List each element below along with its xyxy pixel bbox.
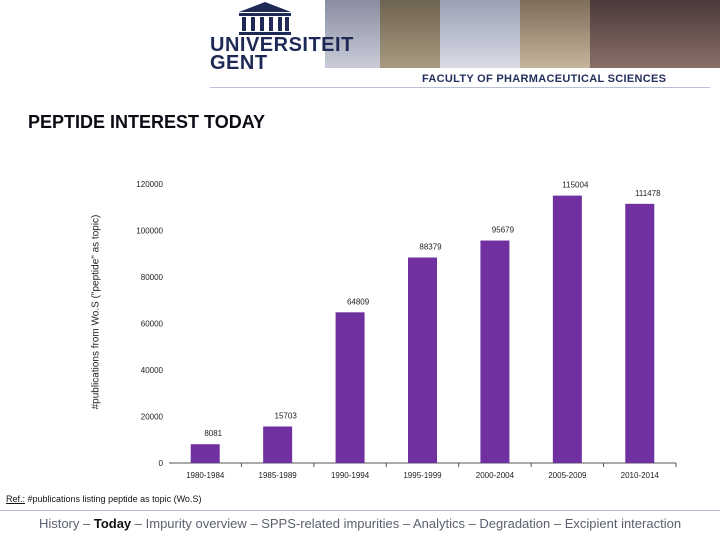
bar-2010-2014 <box>625 203 655 463</box>
photo-pharmacy <box>590 0 720 68</box>
temple-icon <box>239 2 291 35</box>
bar-1990-1994 <box>335 312 365 463</box>
data-label: 115004 <box>562 181 589 190</box>
x-tick-label: 1990-1994 <box>331 471 370 480</box>
y-tick-label: 120000 <box>136 180 163 189</box>
data-label: 15703 <box>275 411 298 420</box>
y-tick-label: 20000 <box>141 413 164 422</box>
bar-2000-2004 <box>480 240 510 463</box>
university-logo <box>205 0 325 88</box>
header-divider <box>210 87 710 88</box>
y-tick-label: 40000 <box>141 366 164 375</box>
bar-1985-1989 <box>263 426 293 463</box>
x-tick-label: 1995-1999 <box>403 471 442 480</box>
university-line1: UNIVERSITEIT <box>210 34 354 56</box>
reference-prefix: Ref.: <box>6 494 26 504</box>
x-tick-label: 2010-2014 <box>621 471 660 480</box>
bar-1980-1984 <box>190 444 220 463</box>
data-label: 111478 <box>635 189 661 198</box>
slide-title: PEPTIDE INTEREST TODAY <box>28 112 266 132</box>
bar-chart: 0 20000 40000 60000 80000 100000 120000 1980-1… <box>136 180 677 480</box>
y-tick-label: 100000 <box>136 227 163 236</box>
university-name: UNIVERSITEIT GENT <box>210 34 354 74</box>
footer-navigation: History – Today – Impurity overview – SP… <box>0 516 720 531</box>
y-tick-label: 0 <box>159 459 164 468</box>
data-label: 88379 <box>419 243 442 252</box>
reference-note: Ref.: #publications listing peptide as t… <box>6 494 201 504</box>
x-tick-label: 1985-1989 <box>259 471 298 480</box>
footer-after: – Impurity overview – SPPS-related impur… <box>131 516 682 531</box>
x-tick-label: 2005-2009 <box>548 471 587 480</box>
footer-divider <box>0 510 720 511</box>
university-line2: GENT <box>210 52 268 74</box>
data-label: 64809 <box>347 297 370 306</box>
header-photo-strip <box>310 0 720 68</box>
y-tick-label: 60000 <box>141 320 164 329</box>
x-tick-label: 1980-1984 <box>186 471 225 480</box>
reference-text: #publications listing peptide as topic (… <box>25 494 202 504</box>
photo-skyline <box>440 0 520 68</box>
y-tick-label: 80000 <box>141 273 164 282</box>
bar-2005-2009 <box>552 195 582 463</box>
x-tick-label: 2000-2004 <box>476 471 515 480</box>
footer-current: Today <box>93 516 132 531</box>
photo-lab <box>380 0 440 68</box>
faculty-name: FACULTY OF PHARMACEUTICAL SCIENCES <box>422 73 667 85</box>
footer-before: History – <box>38 516 94 531</box>
data-label: 95679 <box>492 226 515 235</box>
photo-vials <box>520 0 590 68</box>
data-label: 8081 <box>204 429 222 438</box>
bar-1995-1999 <box>408 257 437 463</box>
